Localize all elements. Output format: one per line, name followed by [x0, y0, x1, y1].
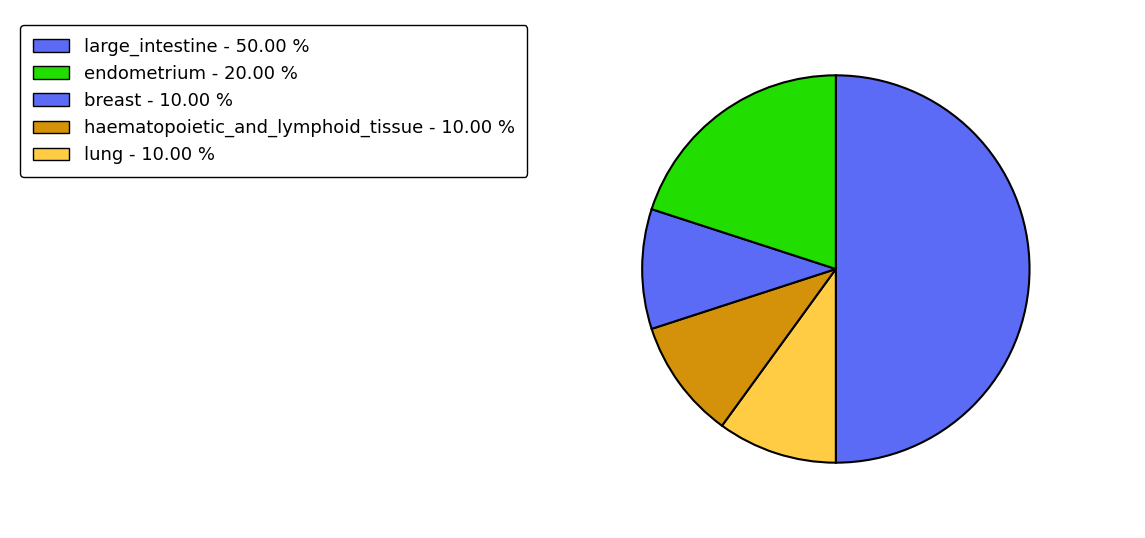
Wedge shape [652, 269, 836, 426]
Wedge shape [836, 75, 1029, 463]
Legend: large_intestine - 50.00 %, endometrium - 20.00 %, breast - 10.00 %, haematopoiet: large_intestine - 50.00 %, endometrium -… [21, 25, 528, 177]
Wedge shape [722, 269, 836, 463]
Wedge shape [652, 75, 836, 269]
Wedge shape [642, 209, 836, 329]
